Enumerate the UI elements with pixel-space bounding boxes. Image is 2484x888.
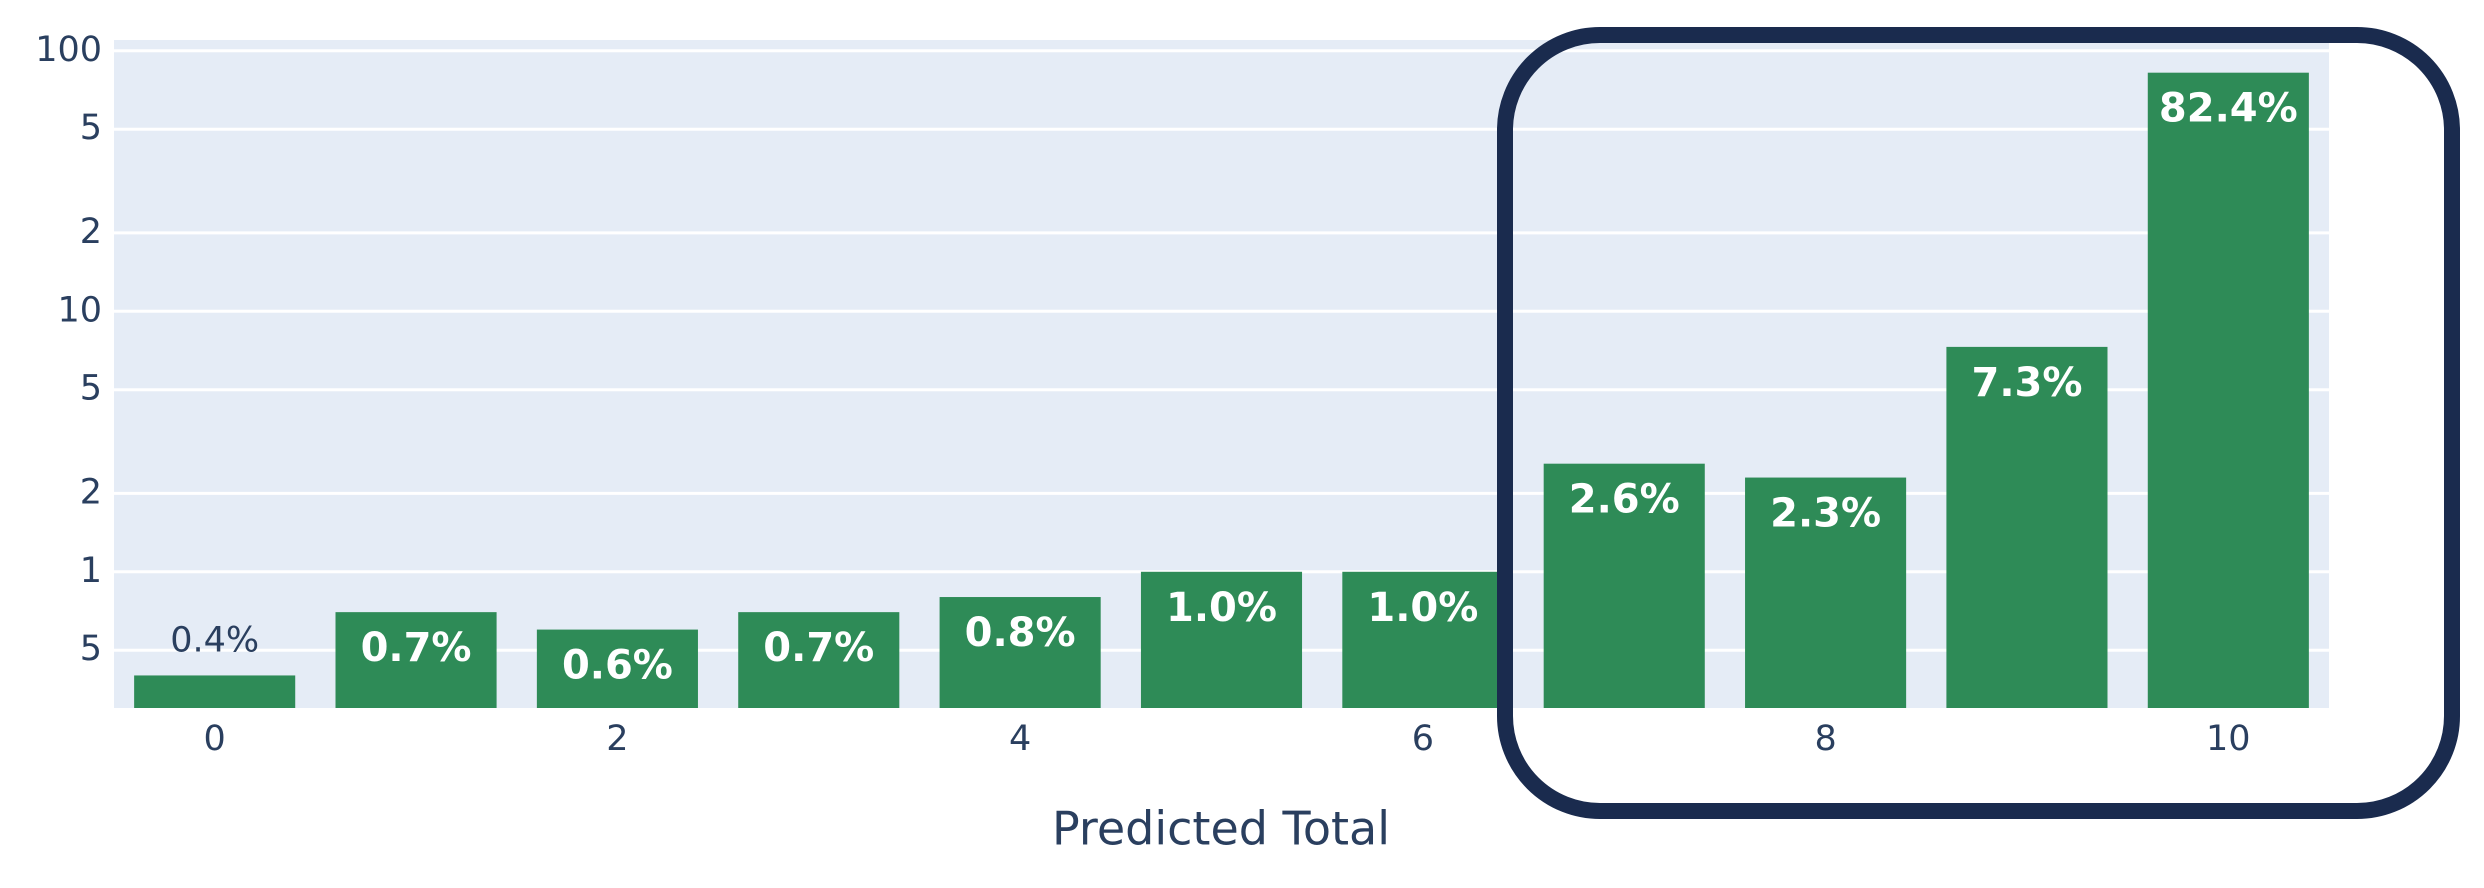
data-label: 0.4% xyxy=(170,620,259,660)
y-tick-label: 5 xyxy=(80,369,102,409)
x-tick-label: 6 xyxy=(1412,719,1434,759)
data-label: 0.7% xyxy=(361,625,472,671)
bar xyxy=(1140,571,1303,708)
x-tick-label: 0 xyxy=(204,719,226,759)
data-label: 7.3% xyxy=(1971,360,2082,406)
data-label: 0.6% xyxy=(562,643,673,689)
x-tick-label: 8 xyxy=(1814,719,1836,759)
bar xyxy=(1745,477,1907,708)
bar xyxy=(939,597,1101,708)
data-label: 0.7% xyxy=(763,625,874,671)
bar xyxy=(335,612,497,708)
bar xyxy=(738,612,900,708)
data-label: 1.0% xyxy=(1166,585,1277,631)
highlight-box xyxy=(1497,27,2460,819)
bar xyxy=(1946,346,2108,708)
y-tick-label: 5 xyxy=(80,108,102,148)
data-label: 2.3% xyxy=(1770,491,1881,537)
x-tick-label: 2 xyxy=(606,719,628,759)
bar xyxy=(134,675,296,708)
y-tick-label: 10 xyxy=(57,290,102,330)
bar xyxy=(1543,463,1705,708)
y-tick-label: 1 xyxy=(80,551,102,591)
y-tick-label: 2 xyxy=(80,212,102,252)
bars: 0.4% 0.7% 0.6% 0.7% 0.8% 1.0% 1.0% 2.6% 2.3% 7.3%… xyxy=(134,72,2309,709)
x-axis-title: Predicted Total xyxy=(1052,802,1390,856)
data-label: 0.8% xyxy=(965,610,1076,656)
bar xyxy=(1342,571,1504,708)
y-tick-label: 2 xyxy=(80,472,102,512)
data-label: 2.6% xyxy=(1569,477,1680,523)
x-tick-label: 10 xyxy=(2206,719,2251,759)
x-tick-label: 4 xyxy=(1009,719,1031,759)
y-tick-label: 100 xyxy=(35,30,102,70)
y-tick-label: 5 xyxy=(80,629,102,669)
data-label: 1.0% xyxy=(1367,585,1478,631)
data-label: 82.4% xyxy=(2159,86,2298,132)
bar xyxy=(2147,72,2309,709)
bar xyxy=(536,629,698,708)
